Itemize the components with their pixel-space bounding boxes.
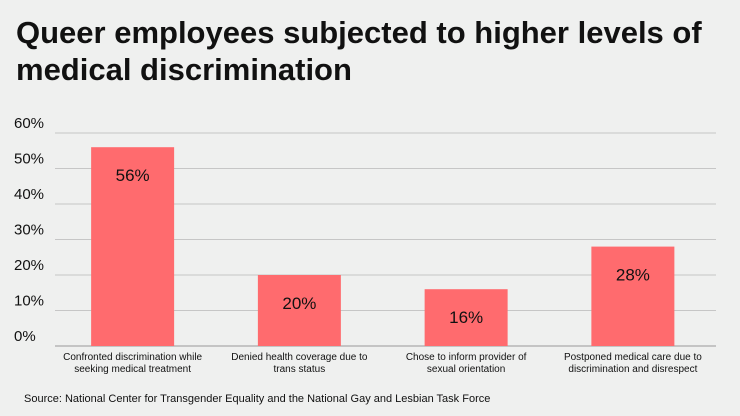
chart-title: Queer employees subjected to higher leve… [16, 15, 702, 87]
x-tick-label: Confronted discrimination while [63, 352, 202, 363]
data-label: 56% [116, 166, 150, 185]
data-label: 20% [282, 294, 316, 313]
x-tick-label: Denied health coverage due to [231, 352, 368, 363]
data-label: 16% [449, 308, 483, 327]
y-tick-label: 30% [14, 222, 44, 239]
bar [257, 275, 341, 346]
x-tick-label: sexual orientation [427, 364, 505, 375]
source-note: Source: National Center for Transgender … [24, 393, 491, 405]
x-tick-label: Postponed medical care due to [564, 352, 702, 363]
y-tick-label: 10% [14, 293, 44, 310]
y-tick-label: 0% [14, 328, 36, 345]
data-label: 28% [616, 266, 650, 285]
x-tick-label: Chose to inform provider of [406, 352, 527, 363]
x-tick-label: discrimination and disrespect [568, 364, 697, 375]
bar [591, 246, 675, 346]
bar [424, 289, 508, 346]
y-tick-label: 20% [14, 257, 44, 274]
y-tick-label: 40% [14, 186, 44, 203]
bar [91, 147, 175, 346]
y-tick-label: 60% [14, 115, 44, 132]
x-tick-label: seeking medical treatment [74, 364, 191, 375]
y-tick-label: 50% [14, 151, 44, 168]
x-tick-label: trans status [274, 364, 326, 375]
